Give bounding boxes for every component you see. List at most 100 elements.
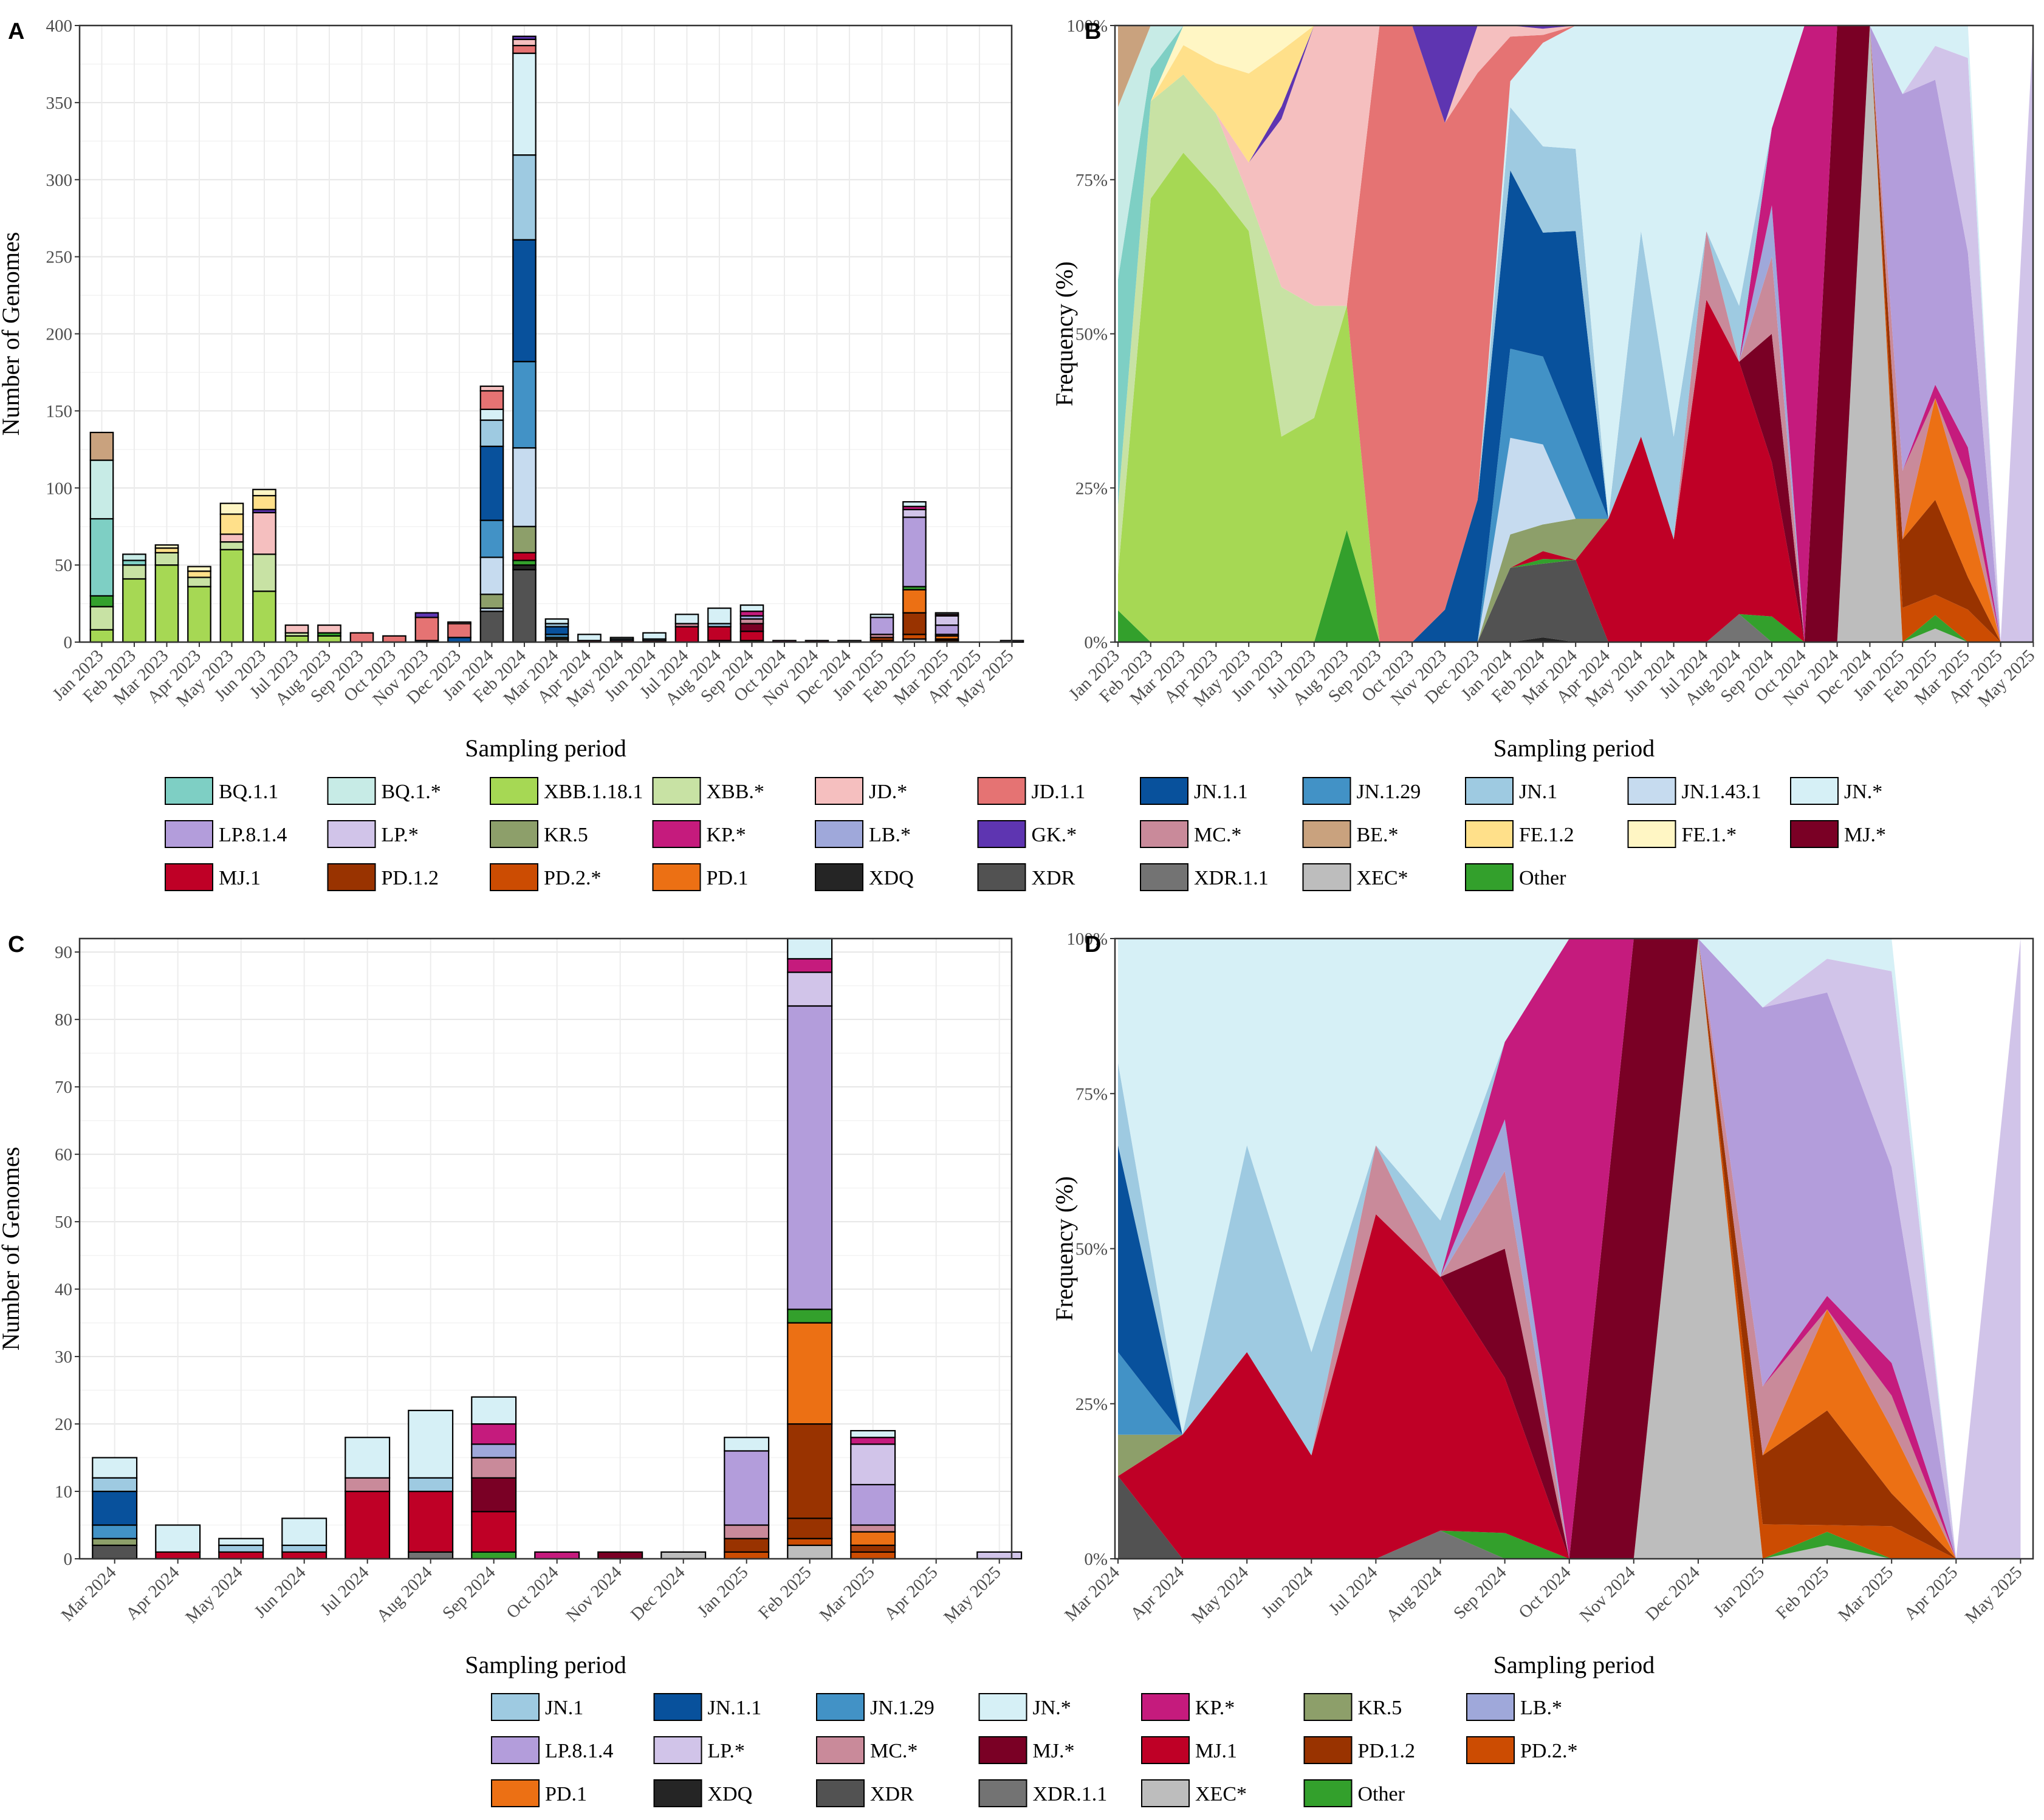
legend-key-lp bbox=[327, 820, 376, 848]
area-xdr bbox=[1118, 559, 2033, 642]
bar-segment-xbb bbox=[252, 553, 276, 592]
legend-item-other: Other bbox=[1465, 863, 1566, 891]
y-tick-label: 250 bbox=[46, 248, 73, 267]
x-tick-label: Jul 2024 bbox=[317, 1562, 373, 1619]
bar-segment-mc bbox=[345, 1477, 391, 1493]
bar-segment-mc bbox=[724, 1524, 770, 1539]
y-tick-label: 0% bbox=[1084, 1550, 1108, 1569]
legend-item-jd-1-1: JD.1.1 bbox=[977, 777, 1085, 805]
x-tick-label: Aug 2024 bbox=[1382, 1562, 1446, 1626]
bar-segment-xbb-1-18-1 bbox=[89, 629, 114, 643]
legend-key-kr-5 bbox=[490, 820, 538, 848]
legend-label: JN.1.1 bbox=[708, 1697, 762, 1719]
legend-label: LP.* bbox=[708, 1740, 745, 1762]
bar-segment-jn bbox=[935, 612, 959, 615]
legend-label: JN.* bbox=[1844, 781, 1882, 803]
legend-bottom: JN.1 JN.1.1 JN.1.29 JN.* KP.* KR.5 LB.* LP.8.1.… bbox=[491, 1693, 1577, 1807]
y-axis-label: Number of Genomes bbox=[0, 232, 24, 436]
x-tick-label: May 2024 bbox=[1188, 1562, 1253, 1627]
bar-segment-xbb bbox=[187, 576, 211, 587]
bar-segment-mc bbox=[471, 1457, 517, 1479]
y-tick-label: 75% bbox=[1075, 171, 1108, 190]
legend-item-pd-1: PD.1 bbox=[652, 863, 748, 891]
bar-segment-fe-1-2 bbox=[187, 570, 211, 578]
bar-segment-be bbox=[89, 431, 114, 461]
y-tick-label: 350 bbox=[46, 94, 73, 113]
bar-segment-mj-1 bbox=[471, 1511, 517, 1553]
bar-segment-jn-1 bbox=[479, 419, 504, 447]
legend-top: BQ.1.1 BQ.1.* XBB.1.18.1 XBB.* JD.* JD.1.1 JN.… bbox=[165, 777, 1886, 891]
legend-item-xdr-1-1: XDR.1.1 bbox=[1140, 863, 1269, 891]
x-tick-label: Aug 2024 bbox=[373, 1562, 436, 1626]
bar-segment-xbb bbox=[219, 541, 244, 550]
legend-item-xbb: XBB.* bbox=[652, 777, 764, 805]
bar-segment-xbb-1-18-1 bbox=[252, 590, 276, 643]
legend-item-kr-5: KR.5 bbox=[1303, 1693, 1402, 1721]
bar-segment-jn bbox=[787, 937, 833, 960]
legend-label: Other bbox=[1519, 867, 1566, 889]
y-tick-label: 50% bbox=[1075, 1240, 1108, 1259]
legend-item-mj: MJ.* bbox=[1790, 820, 1886, 848]
x-tick-label: Dec 2024 bbox=[627, 1562, 689, 1624]
legend-label: LB.* bbox=[869, 824, 911, 846]
bar-segment-jn-1-1 bbox=[479, 445, 504, 521]
x-tick-label: Sep 2024 bbox=[1450, 1562, 1511, 1623]
legend-label: LP.* bbox=[382, 824, 419, 846]
area-kp bbox=[1118, 26, 2033, 642]
legend-label: GK.* bbox=[1032, 824, 1077, 846]
legend-item-jn-1-29: JN.1.29 bbox=[1302, 777, 1421, 805]
bar-segment-xec bbox=[787, 1544, 833, 1560]
legend-key-pd-2 bbox=[1466, 1736, 1515, 1764]
x-axis-label: Sampling period bbox=[465, 734, 626, 762]
legend-item-pd-2: PD.2.* bbox=[490, 863, 601, 891]
y-tick-label: 70 bbox=[55, 1078, 72, 1097]
bar-segment-jd bbox=[219, 533, 244, 543]
bar-segment-fe-1 bbox=[187, 566, 211, 572]
x-tick-label: Mar 2025 bbox=[816, 1562, 879, 1625]
legend-label: XEC* bbox=[1195, 1783, 1247, 1805]
legend-label: KP.* bbox=[707, 824, 746, 846]
bar-segment-other bbox=[89, 595, 114, 607]
area-pd-1-2 bbox=[1118, 26, 2033, 642]
bar-segment-jn bbox=[707, 607, 732, 624]
legend-item-kr-5: KR.5 bbox=[490, 820, 588, 848]
legend-item-xec: XEC* bbox=[1302, 863, 1408, 891]
bar-segment-jn-1 bbox=[512, 154, 537, 241]
bar-segment-pd-2 bbox=[850, 1551, 896, 1560]
bar-segment-jn-1-29 bbox=[92, 1524, 138, 1539]
legend-item-bq-1-1: BQ.1.1 bbox=[165, 777, 278, 805]
area-mj bbox=[1118, 26, 2033, 642]
legend-label: PD.1 bbox=[545, 1783, 587, 1805]
bar-segment-mj-1 bbox=[218, 1551, 264, 1560]
bar-segment-lp-8-1-4 bbox=[850, 1483, 896, 1526]
legend-label: BE.* bbox=[1357, 824, 1399, 846]
x-tick-label: Dec 2024 bbox=[1642, 1562, 1704, 1624]
legend-key-xec bbox=[1141, 1779, 1190, 1807]
y-tick-label: 100% bbox=[1066, 929, 1108, 949]
legend-key-bq-1-1 bbox=[165, 777, 213, 805]
legend-key-be bbox=[1302, 820, 1351, 848]
bar-segment-fe-1 bbox=[252, 488, 276, 497]
legend-item-lp: LP.* bbox=[327, 820, 419, 848]
legend-key-xdr-1-1 bbox=[978, 1779, 1027, 1807]
bar-segment-pd-1-2 bbox=[724, 1538, 770, 1553]
bar-segment-mj-1 bbox=[281, 1551, 328, 1560]
bar-segment-mj-1 bbox=[739, 631, 764, 641]
legend-label: XBB.* bbox=[707, 781, 764, 803]
legend-label: XDR bbox=[1032, 867, 1075, 889]
legend-item-mj: MJ.* bbox=[978, 1736, 1074, 1764]
bar-segment-jn bbox=[609, 637, 634, 640]
area-lp bbox=[1118, 26, 2033, 642]
y-tick-label: 50% bbox=[1075, 325, 1108, 344]
legend-label: KP.* bbox=[1195, 1697, 1235, 1719]
area-xbb-1-18-1 bbox=[1118, 26, 2033, 642]
legend-key-kp bbox=[1141, 1693, 1190, 1721]
legend-label: FE.1.* bbox=[1682, 824, 1737, 846]
legend-item-bq-1: BQ.1.* bbox=[327, 777, 441, 805]
legend-item-xdq: XDQ bbox=[815, 863, 914, 891]
bar-segment-pd-1 bbox=[850, 1531, 896, 1546]
legend-label: KR.5 bbox=[1358, 1697, 1402, 1719]
bar-segment-lp bbox=[902, 508, 927, 518]
